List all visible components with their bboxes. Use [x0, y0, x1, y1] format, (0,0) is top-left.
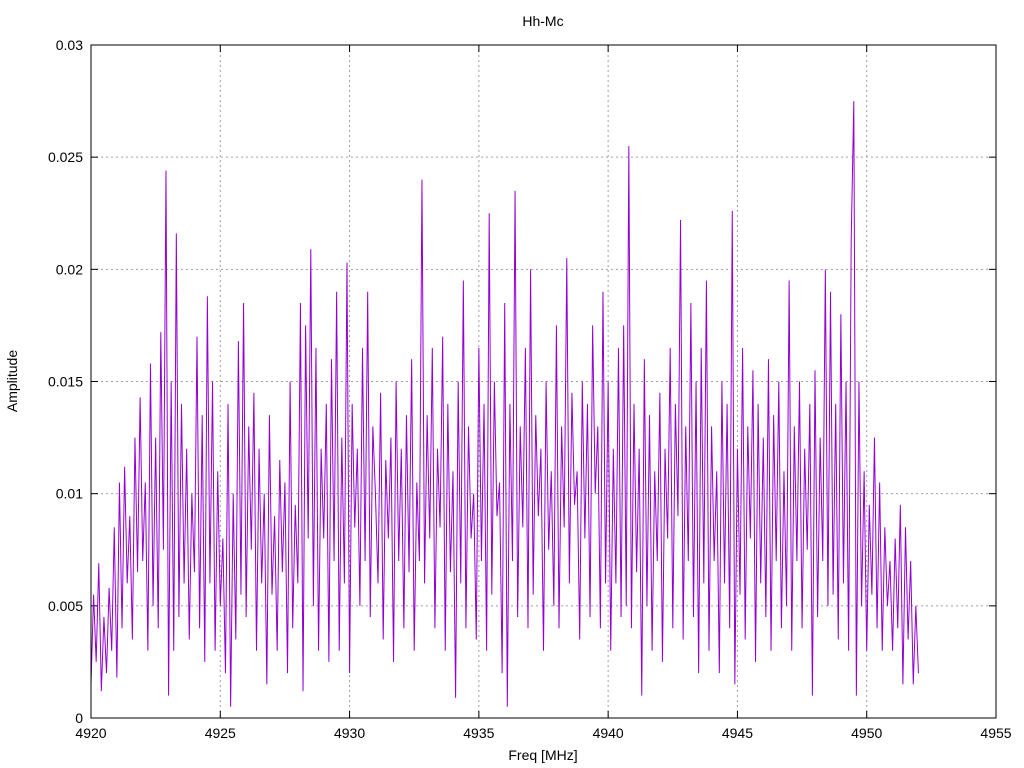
x-tick-label: 4945 — [722, 725, 753, 741]
y-tick-label: 0.015 — [48, 374, 83, 390]
x-tick-label: 4930 — [334, 725, 365, 741]
x-tick-label: 4920 — [75, 725, 106, 741]
x-tick-label: 4950 — [851, 725, 882, 741]
chart-title: Hh-Mc — [522, 13, 563, 29]
x-tick-label: 4935 — [463, 725, 494, 741]
y-tick-label: 0.005 — [48, 598, 83, 614]
y-tick-label: 0.02 — [56, 261, 83, 277]
x-tick-label: 4955 — [980, 725, 1011, 741]
y-tick-label: 0.01 — [56, 486, 83, 502]
y-tick-label: 0.025 — [48, 149, 83, 165]
series — [90, 101, 919, 707]
x-axis-label: Freq [MHz] — [508, 747, 577, 763]
x-tick-label: 4940 — [593, 725, 624, 741]
y-tick-label: 0 — [75, 710, 83, 726]
x-tick-label: 4925 — [205, 725, 236, 741]
ticks: 4920 4925 4930 4935 4940 4945 4950 4955 0 0.005 0.… — [48, 37, 1012, 741]
plot-frame — [90, 44, 997, 719]
y-tick-label: 0.03 — [56, 37, 83, 53]
y-axis-label: Amplitude — [4, 350, 20, 412]
series-line — [90, 101, 919, 707]
